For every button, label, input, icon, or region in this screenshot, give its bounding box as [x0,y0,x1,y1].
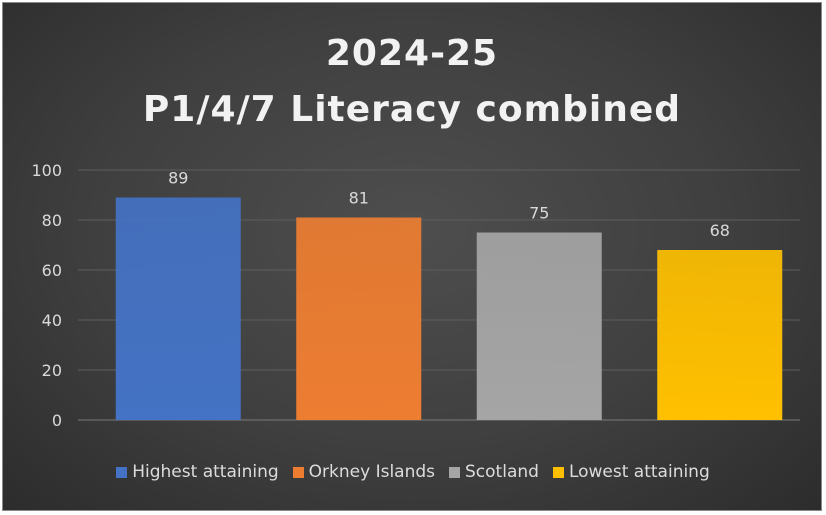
y-tick-label: 100 [31,161,62,180]
legend-item: Orkney Islands [292,462,436,482]
legend-swatch [449,466,461,478]
data-label: 75 [529,204,549,223]
bar [115,197,241,420]
data-label: 81 [349,189,369,208]
chart-title-line1: 2024-25 [325,33,499,74]
y-tick-label: 40 [42,311,62,330]
legend-item: Scotland [449,462,539,482]
legend-label: Highest attaining [132,462,279,482]
legend-label: Lowest attaining [568,462,710,482]
bar [657,250,783,420]
y-tick-label: 0 [52,411,62,430]
data-label: 89 [168,169,188,188]
y-tick-label: 60 [42,261,62,280]
legend-swatch [116,466,128,478]
y-tick-label: 80 [42,211,62,230]
legend-label: Scotland [465,462,539,482]
bar [296,217,422,420]
data-label: 68 [710,221,730,240]
legend-label: Orkney Islands [308,462,436,482]
legend-swatch [292,466,304,478]
chart-legend: Highest attaining Orkney Islands Scotland L… [0,462,826,482]
legend-item: Lowest attaining [552,462,710,482]
legend-item: Highest attaining [116,462,279,482]
y-tick-label: 20 [42,361,62,380]
bar [476,232,602,420]
chart-title-line2: P1/4/7 Literacy combined [142,89,682,130]
legend-swatch [552,466,564,478]
